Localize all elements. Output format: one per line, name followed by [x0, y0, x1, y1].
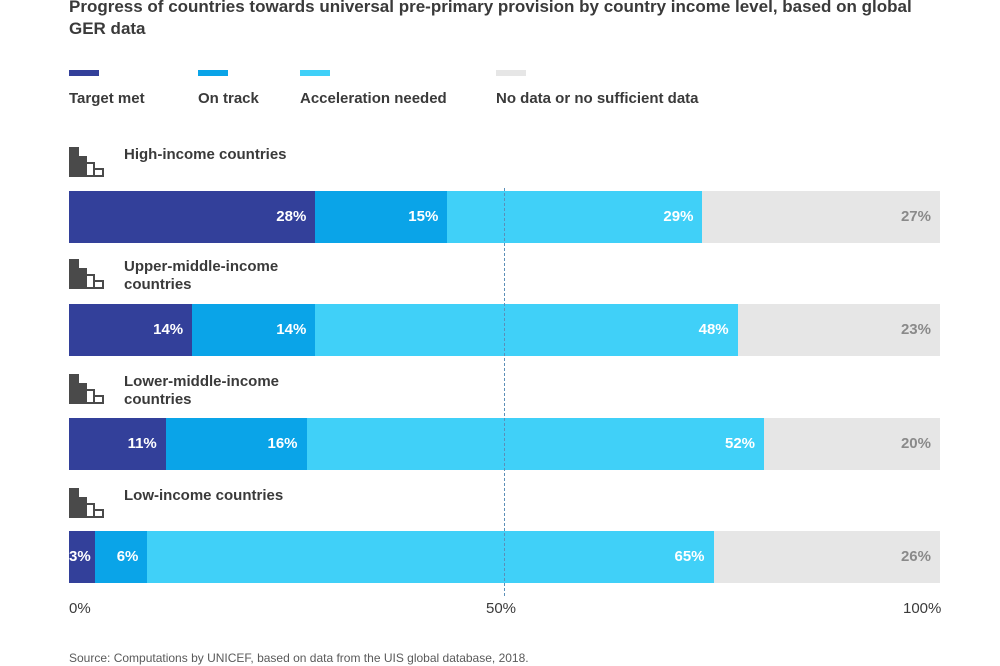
legend-item-0: Target met	[69, 70, 145, 107]
data-label: 15%	[408, 208, 439, 225]
chart-title: Progress of countries towards universal …	[69, 0, 912, 38]
x-tick-0: 0%	[69, 600, 91, 617]
data-label: 16%	[267, 435, 298, 452]
legend-item-1: On track	[198, 70, 259, 107]
data-label: 27%	[900, 208, 931, 225]
data-label: 11%	[127, 435, 157, 452]
bar-segment	[713, 531, 940, 583]
bar-segment	[69, 531, 96, 583]
bar-segment	[165, 418, 307, 470]
income-level-bars-icon	[69, 259, 104, 289]
data-label: 52%	[725, 435, 756, 452]
category-label: High-income countries	[124, 146, 287, 163]
bar-segment	[95, 531, 148, 583]
bar-segment	[69, 418, 166, 470]
legend-item-2: Acceleration needed	[300, 70, 447, 107]
bar-segment	[447, 191, 703, 243]
bar-segment	[737, 304, 940, 356]
bar-segment	[69, 304, 193, 356]
stacked-bar: 3% 6% 65% 26%	[69, 531, 940, 583]
data-label: 29%	[663, 208, 694, 225]
bar-segment	[315, 191, 448, 243]
data-label: 20%	[900, 435, 931, 452]
legend-label: Acceleration needed	[300, 90, 447, 107]
data-label: 6%	[116, 548, 139, 565]
bar-segment	[315, 304, 738, 356]
legend-label: No data or no sufficient data	[496, 90, 699, 107]
income-level-bars-icon	[69, 374, 104, 404]
legend-swatch	[496, 70, 526, 76]
category-label: Lower-middle-income countries	[124, 373, 280, 408]
x-tick-50: 50%	[486, 600, 517, 617]
fifty-percent-reference-line	[504, 188, 505, 596]
data-label: 3%	[69, 548, 91, 565]
category-label: Low-income countries	[124, 487, 284, 504]
bar-segment	[192, 304, 316, 356]
data-label: 26%	[900, 548, 931, 565]
legend-label: Target met	[69, 90, 145, 107]
x-tick-100: 100%	[903, 600, 942, 617]
legend-item-3: No data or no sufficient data	[496, 70, 699, 107]
category-label: Upper-middle-income countries	[124, 258, 279, 293]
income-level-bars-icon	[69, 147, 104, 177]
data-label: 23%	[900, 321, 931, 338]
bar-segment	[147, 531, 714, 583]
data-label: 65%	[674, 548, 705, 565]
income-level-bars-icon	[69, 488, 104, 518]
bar-segment	[306, 418, 765, 470]
data-label: 48%	[698, 321, 729, 338]
legend-swatch	[69, 70, 99, 76]
data-label: 14%	[153, 321, 184, 338]
source-note: Source: Computations by UNICEF, based on…	[69, 651, 529, 665]
legend-label: On track	[198, 90, 259, 107]
data-label: 14%	[276, 321, 307, 338]
bar-segment	[69, 191, 316, 243]
bar-segment	[702, 191, 940, 243]
data-label: 28%	[276, 208, 307, 225]
legend-swatch	[198, 70, 228, 76]
bar-segment	[764, 418, 940, 470]
legend-swatch	[300, 70, 330, 76]
